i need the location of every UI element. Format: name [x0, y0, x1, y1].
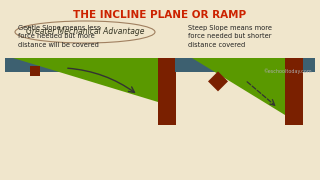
- Text: Greater Mechanical Advantage: Greater Mechanical Advantage: [26, 28, 144, 37]
- Bar: [285, 58, 303, 125]
- Text: Steep Slope means more
force needed but shorter
distance covered: Steep Slope means more force needed but …: [188, 25, 272, 48]
- Bar: [5, 58, 158, 72]
- Bar: [158, 58, 176, 125]
- Polygon shape: [192, 58, 285, 115]
- Polygon shape: [208, 71, 228, 91]
- Bar: [30, 66, 40, 76]
- Text: Gentle Slope means less
force needed but more
distance will be covered: Gentle Slope means less force needed but…: [18, 25, 100, 48]
- Text: THE INCLINE PLANE OR RAMP: THE INCLINE PLANE OR RAMP: [73, 10, 247, 20]
- Polygon shape: [13, 58, 158, 102]
- Ellipse shape: [15, 21, 155, 43]
- Bar: [175, 58, 315, 72]
- Text: ©eschooltoday.com: ©eschooltoday.com: [263, 68, 312, 74]
